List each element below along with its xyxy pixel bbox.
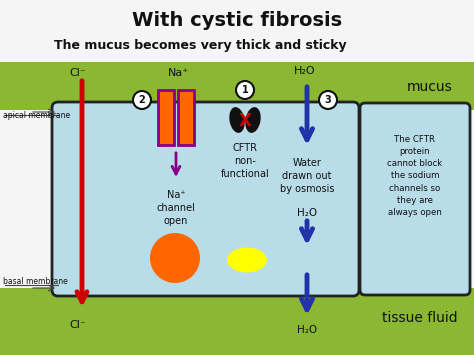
Circle shape xyxy=(150,233,200,283)
Text: Cl⁻: Cl⁻ xyxy=(70,320,86,330)
Text: X: X xyxy=(238,112,251,130)
Text: mucus: mucus xyxy=(407,80,453,94)
Circle shape xyxy=(236,81,254,99)
Ellipse shape xyxy=(229,107,245,133)
Text: The mucus becomes very thick and sticky: The mucus becomes very thick and sticky xyxy=(54,39,346,53)
Text: tissue fluid: tissue fluid xyxy=(382,311,458,325)
Bar xyxy=(0,288,474,355)
Ellipse shape xyxy=(245,107,261,133)
Text: Na⁺: Na⁺ xyxy=(167,68,189,78)
Text: CFTR
non-
functional: CFTR non- functional xyxy=(220,143,269,179)
Text: H₂O: H₂O xyxy=(294,66,316,76)
Text: The CFTR
protein
cannot block
the sodium
channels so
they are
always open: The CFTR protein cannot block the sodium… xyxy=(387,135,443,217)
Circle shape xyxy=(133,91,151,109)
Text: 2: 2 xyxy=(138,95,146,105)
Text: H₂O: H₂O xyxy=(297,325,317,335)
Text: 1: 1 xyxy=(242,85,248,95)
Text: With cystic fibrosis: With cystic fibrosis xyxy=(132,11,342,29)
Bar xyxy=(178,90,194,145)
Text: Na⁺
channel
open: Na⁺ channel open xyxy=(156,190,195,226)
Ellipse shape xyxy=(227,247,267,273)
Text: 3: 3 xyxy=(325,95,331,105)
Text: H₂O: H₂O xyxy=(297,208,317,218)
Bar xyxy=(0,62,474,110)
Text: Water
drawn out
by osmosis: Water drawn out by osmosis xyxy=(280,158,334,195)
Text: Cl⁻: Cl⁻ xyxy=(70,68,86,78)
Circle shape xyxy=(319,91,337,109)
Bar xyxy=(158,90,174,145)
Text: basal membrane: basal membrane xyxy=(3,278,68,286)
Text: apical membrane: apical membrane xyxy=(3,110,70,120)
FancyBboxPatch shape xyxy=(52,102,359,296)
FancyBboxPatch shape xyxy=(360,103,470,295)
